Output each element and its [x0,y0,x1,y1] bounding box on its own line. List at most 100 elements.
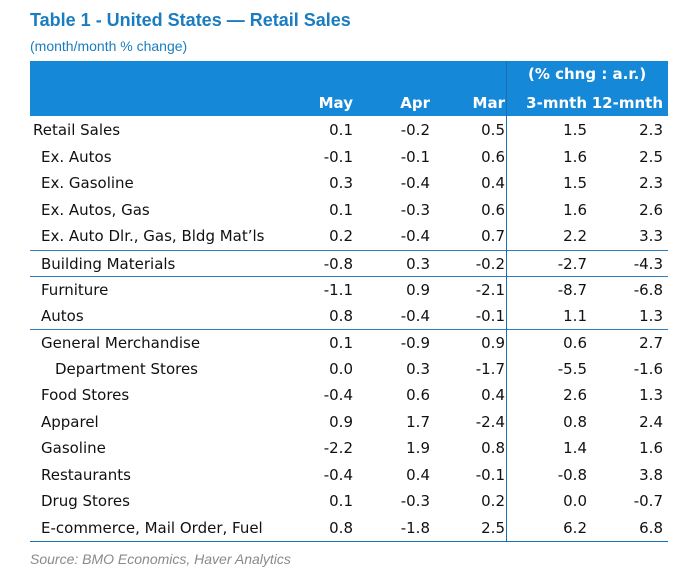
table-header: (% chng : a.r.) May Apr Mar 3-mnth 12-mn… [30,61,668,116]
cell-12mnth: 1.3 [639,306,663,325]
cell-12mnth: -6.8 [633,281,663,299]
cell-3mnth: 2.2 [563,227,587,245]
cell-3mnth: -5.5 [557,359,587,378]
cell-may: 0.1 [329,200,353,219]
cell-mar: 0.6 [481,147,505,166]
cell-3mnth: 0.0 [563,492,587,510]
row-label: Autos [41,306,84,325]
source-note: Source: BMO Economics, Haver Analytics [30,551,291,567]
row-label: Ex. Gasoline [41,174,134,192]
row-label: Furniture [41,281,109,299]
row-label: Ex. Auto Dlr., Gas, Bldg Mat’ls [41,227,265,245]
row-label: Department Stores [55,359,198,378]
cell-may: -0.1 [323,147,353,166]
cell-mar: -0.1 [475,306,505,325]
cell-apr: -0.4 [400,227,430,245]
cell-may: 0.2 [329,227,353,245]
cell-mar: -1.7 [475,359,505,378]
cell-3mnth: -8.7 [557,281,587,299]
cell-mar: 0.9 [481,334,505,352]
cell-12mnth: 2.4 [639,412,663,431]
table-row: Gasoline -2.2 1.9 0.8 1.4 1.6 [30,435,668,462]
table-row: General Merchandise 0.1 -0.9 0.9 0.6 2.7 [30,329,668,357]
cell-apr: 0.3 [406,359,430,378]
cell-3mnth: -0.8 [557,465,587,484]
table-subtitle: (month/month % change) [30,38,188,54]
cell-3mnth: 2.6 [563,386,587,404]
cell-3mnth: 1.5 [563,174,587,192]
cell-apr: 0.4 [406,465,430,484]
table-title: Table 1 - United States — Retail Sales [30,10,351,30]
cell-may: -0.4 [323,465,353,484]
cell-may: 0.1 [329,492,353,510]
cell-mar: -2.4 [475,412,505,431]
cell-may: 0.9 [329,412,353,431]
cell-mar: 0.5 [481,121,505,139]
cell-3mnth: 1.6 [563,200,587,219]
cell-apr: -1.8 [400,518,430,537]
row-label: Ex. Autos, Gas [41,200,150,219]
cell-3mnth: 6.2 [563,518,587,537]
cell-12mnth: -4.3 [633,254,663,273]
row-label: Gasoline [41,439,106,457]
cell-may: 0.8 [329,306,353,325]
cell-mar: -0.1 [475,465,505,484]
table-row: Retail Sales 0.1 -0.2 0.5 1.5 2.3 [30,117,668,144]
cell-12mnth: 3.8 [639,465,663,484]
header-col-may: May [318,94,353,112]
header-col-mar: Mar [472,94,505,112]
row-label: Ex. Autos [41,147,112,166]
cell-apr: -0.4 [400,174,430,192]
cell-12mnth: 2.7 [639,334,663,352]
row-label: Restaurants [41,465,131,484]
cell-mar: 0.8 [481,439,505,457]
header-col-apr: Apr [400,94,430,112]
cell-apr: -0.9 [400,334,430,352]
cell-apr: -0.4 [400,306,430,325]
cell-apr: 0.9 [406,281,430,299]
cell-12mnth: 3.3 [639,227,663,245]
cell-apr: -0.3 [400,492,430,510]
cell-may: 0.1 [329,121,353,139]
header-col-3mnth: 3-mnth [526,94,587,112]
table-row: E-commerce, Mail Order, Fuel 0.8 -1.8 2.5 6.… [30,515,668,542]
header-col-12mnth: 12-mnth [591,94,663,112]
table-row: Autos 0.8 -0.4 -0.1 1.1 1.3 [30,303,668,330]
cell-12mnth: -0.7 [633,492,663,510]
row-label: Apparel [41,412,99,431]
cell-mar: 0.7 [481,227,505,245]
table-row: Apparel 0.9 1.7 -2.4 0.8 2.4 [30,409,668,436]
cell-mar: -2.1 [475,281,505,299]
table-row: Ex. Autos -0.1 -0.1 0.6 1.6 2.5 [30,144,668,171]
cell-may: 0.1 [329,334,353,352]
cell-3mnth: 0.8 [563,412,587,431]
row-label: E-commerce, Mail Order, Fuel [41,518,263,537]
table-row: Restaurants -0.4 0.4 -0.1 -0.8 3.8 [30,462,668,489]
cell-mar: 0.6 [481,200,505,219]
cell-12mnth: 2.6 [639,200,663,219]
cell-may: -0.4 [323,386,353,404]
cell-apr: 1.7 [406,412,430,431]
column-divider [506,61,507,542]
cell-may: -0.8 [323,254,353,273]
cell-3mnth: 1.1 [563,306,587,325]
cell-3mnth: 1.4 [563,439,587,457]
table-row: Drug Stores 0.1 -0.3 0.2 0.0 -0.7 [30,488,668,515]
cell-apr: -0.3 [400,200,430,219]
table-row: Building Materials -0.8 0.3 -0.2 -2.7 -4.3 [30,249,668,278]
row-label: Building Materials [41,254,176,273]
table-row: Furniture -1.1 0.9 -2.1 -8.7 -6.8 [30,276,668,304]
table-row: Ex. Auto Dlr., Gas, Bldg Mat’ls 0.2 -0.4 0.… [30,223,668,250]
cell-3mnth: 1.5 [563,121,587,139]
cell-mar: 0.4 [481,174,505,192]
cell-may: 0.3 [329,174,353,192]
cell-12mnth: -1.6 [633,359,663,378]
cell-12mnth: 1.3 [639,386,663,404]
cell-mar: 2.5 [481,518,505,537]
row-label: Food Stores [41,386,130,404]
cell-12mnth: 1.6 [639,439,663,457]
cell-mar: 0.4 [481,386,505,404]
cell-3mnth: 1.6 [563,147,587,166]
cell-apr: -0.2 [400,121,430,139]
cell-apr: -0.1 [400,147,430,166]
